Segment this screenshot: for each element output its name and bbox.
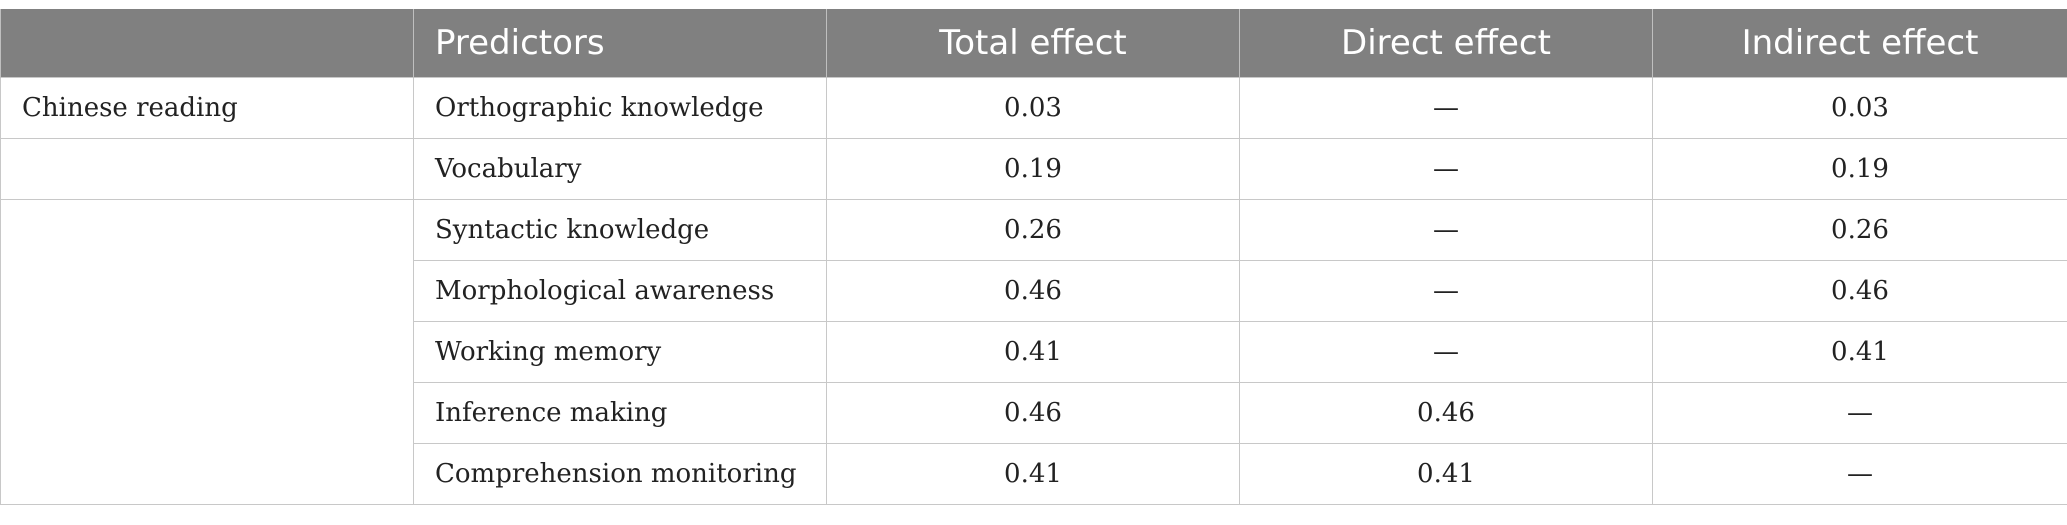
group-cell	[0, 138, 414, 200]
total-effect-cell: 0.03	[826, 77, 1240, 139]
total-effect-cell: 0.41	[826, 443, 1240, 505]
total-effect-cell: 0.26	[826, 199, 1240, 261]
table-row: Vocabulary 0.19 — 0.19	[0, 138, 2067, 200]
table-row: Syntactic knowledge 0.26 — 0.26	[0, 199, 2067, 505]
group-cell	[0, 199, 414, 505]
header-predictors: Predictors	[413, 9, 827, 78]
indirect-effect-cell: 0.46	[1652, 260, 2067, 322]
direct-effect-cell: 0.41	[1239, 443, 1653, 505]
header-direct-effect: Direct effect	[1239, 9, 1653, 78]
predictor-cell: Vocabulary	[413, 138, 827, 200]
indirect-effect-cell: —	[1652, 443, 2067, 505]
indirect-effect-cell: —	[1652, 382, 2067, 444]
table-row: Inference making 0.46 0.46 —	[1, 382, 2067, 444]
indirect-effect-cell: 0.41	[1652, 321, 2067, 383]
direct-effect-cell: —	[1239, 321, 1653, 383]
total-effect-cell: 0.19	[826, 138, 1240, 200]
table-row: Comprehension monitoring 0.41 0.41 —	[1, 443, 2067, 505]
direct-effect-cell: 0.46	[1239, 382, 1653, 444]
total-effect-cell: 0.46	[826, 260, 1240, 322]
header-empty	[0, 9, 414, 78]
direct-effect-cell: —	[1239, 138, 1653, 200]
group-cell: Chinese reading	[0, 77, 414, 139]
predictor-cell: Comprehension monitoring	[413, 443, 827, 505]
indirect-effect-cell: 0.19	[1652, 138, 2067, 200]
header-total-effect: Total effect	[826, 9, 1240, 78]
direct-effect-cell: —	[1239, 260, 1653, 322]
indirect-effect-cell: 0.03	[1652, 77, 2067, 139]
predictor-cell: Working memory	[413, 321, 827, 383]
table-row: Chinese reading Orthographic knowledge 0…	[0, 77, 2067, 139]
predictor-cell: Morphological awareness	[413, 260, 827, 322]
indirect-effect-cell: 0.26	[1652, 199, 2067, 261]
table-header-row: Predictors Total effect Direct effect In…	[0, 9, 2067, 78]
predictor-cell: Syntactic knowledge	[413, 199, 827, 261]
direct-effect-cell: —	[1239, 77, 1653, 139]
effects-table: Predictors Total effect Direct effect In…	[0, 9, 2067, 505]
total-effect-cell: 0.41	[826, 321, 1240, 383]
header-indirect-effect: Indirect effect	[1652, 9, 2067, 78]
predictor-cell: Orthographic knowledge	[413, 77, 827, 139]
total-effect-cell: 0.46	[826, 382, 1240, 444]
direct-effect-cell: —	[1239, 199, 1653, 261]
effects-table-container: Predictors Total effect Direct effect In…	[0, 9, 2067, 505]
predictor-cell: Inference making	[413, 382, 827, 444]
